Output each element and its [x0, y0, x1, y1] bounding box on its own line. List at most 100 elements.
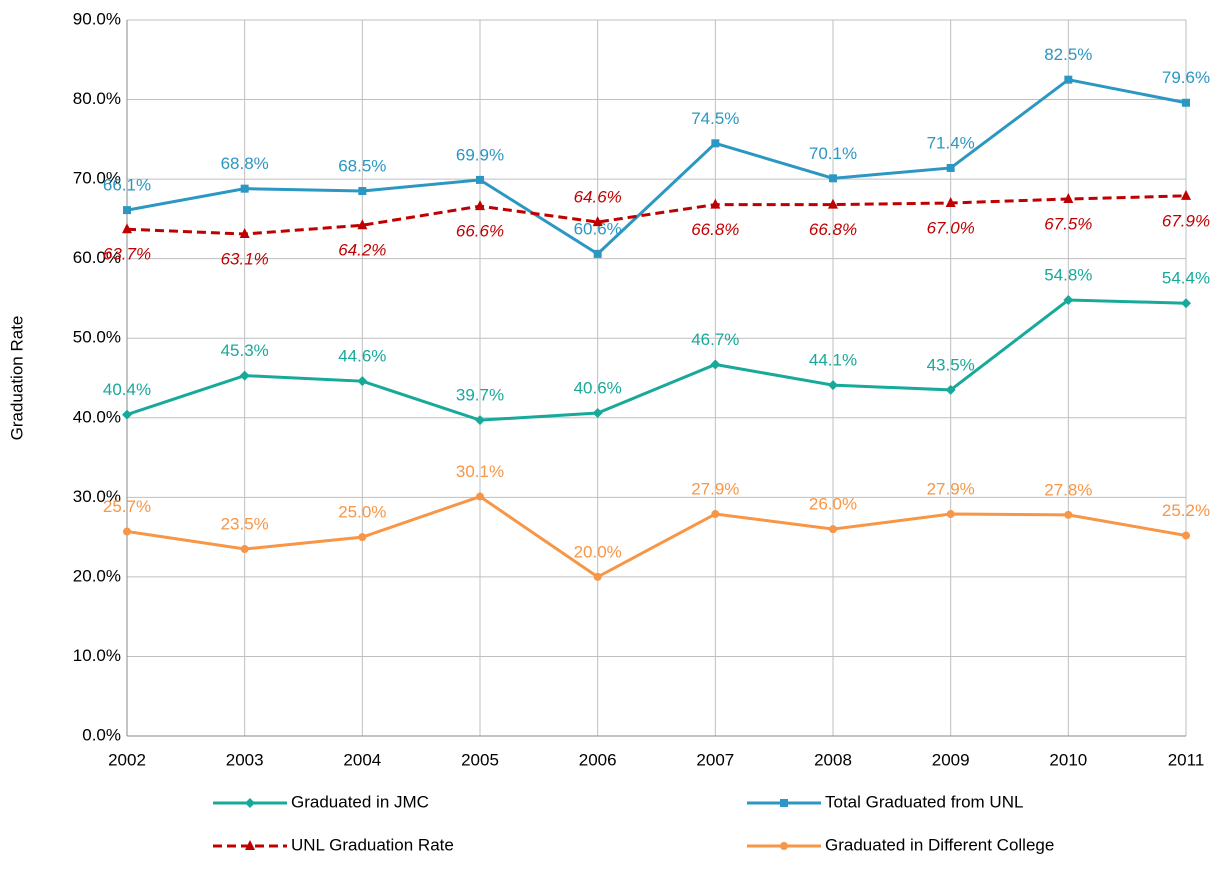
- legend-item: UNL Graduation Rate: [213, 835, 454, 854]
- data-label: 46.7%: [691, 330, 739, 349]
- data-label: 27.9%: [691, 480, 739, 499]
- marker: [945, 196, 956, 207]
- marker: [239, 228, 250, 239]
- data-label: 44.1%: [809, 351, 857, 370]
- data-label: 45.3%: [221, 341, 269, 360]
- x-tick-label: 2010: [1049, 750, 1087, 769]
- data-label: 44.6%: [338, 347, 386, 366]
- marker: [475, 200, 485, 211]
- data-label: 79.6%: [1162, 68, 1210, 87]
- data-label: 68.5%: [338, 157, 386, 176]
- marker: [240, 545, 249, 554]
- data-label: 63.7%: [103, 245, 151, 264]
- marker: [592, 408, 603, 419]
- data-label: 25.7%: [103, 497, 151, 516]
- marker: [476, 175, 484, 184]
- legend-item: Graduated in JMC: [213, 792, 429, 811]
- series-line: [126, 194, 1187, 236]
- marker: [358, 533, 367, 542]
- marker: [710, 198, 721, 209]
- data-label: 63.1%: [221, 249, 269, 268]
- data-label: 66.8%: [691, 220, 739, 239]
- marker: [1182, 98, 1190, 107]
- legend-item: Total Graduated from UNL: [747, 792, 1023, 811]
- x-tick-label: 2009: [932, 750, 970, 769]
- marker: [476, 492, 484, 501]
- marker: [357, 219, 368, 230]
- data-label: 25.0%: [338, 503, 386, 522]
- data-label: 20.0%: [574, 542, 622, 561]
- series-line: [126, 494, 1187, 579]
- marker: [828, 380, 838, 391]
- y-tick-label: 0.0%: [82, 725, 121, 744]
- marker: [946, 163, 955, 172]
- series-line: [126, 298, 1187, 422]
- marker: [710, 359, 721, 370]
- y-tick-label: 70.0%: [73, 169, 121, 188]
- y-tick-label: 50.0%: [73, 328, 121, 347]
- data-label: 40.4%: [103, 380, 151, 399]
- x-tick-label: 2006: [579, 750, 617, 769]
- data-label: 23.5%: [221, 515, 269, 534]
- legend-label: UNL Graduation Rate: [291, 835, 454, 854]
- marker: [1064, 510, 1073, 519]
- y-axis-label: Graduation Rate: [7, 316, 26, 441]
- marker: [123, 206, 131, 215]
- data-label: 27.9%: [927, 480, 975, 499]
- data-label: 64.6%: [574, 188, 622, 207]
- data-label: 27.8%: [1044, 480, 1092, 499]
- marker: [592, 216, 603, 227]
- legend-item: Graduated in Different College: [747, 835, 1054, 854]
- marker: [357, 376, 368, 387]
- marker: [239, 370, 250, 381]
- data-label: 70.1%: [809, 144, 857, 163]
- y-tick-label: 90.0%: [73, 9, 121, 28]
- data-label: 71.4%: [927, 133, 975, 152]
- data-label: 66.6%: [456, 222, 504, 241]
- data-label: 54.8%: [1044, 266, 1092, 285]
- marker: [1063, 193, 1074, 203]
- marker: [711, 510, 720, 519]
- data-label: 64.2%: [338, 241, 386, 260]
- marker: [593, 249, 602, 258]
- marker: [829, 174, 837, 183]
- marker: [1181, 298, 1191, 309]
- series-line: [126, 78, 1187, 256]
- marker: [1182, 531, 1190, 540]
- data-label: 39.7%: [456, 386, 504, 405]
- data-label: 43.5%: [927, 355, 975, 374]
- marker: [122, 223, 132, 234]
- x-tick-label: 2008: [814, 750, 852, 769]
- data-label: 82.5%: [1044, 45, 1092, 64]
- marker: [828, 198, 838, 209]
- marker: [240, 184, 249, 193]
- x-tick-label: 2005: [461, 750, 499, 769]
- marker: [475, 415, 485, 426]
- marker: [780, 842, 788, 850]
- x-tick-label: 2003: [226, 750, 264, 769]
- marker: [245, 798, 255, 808]
- data-label: 40.6%: [574, 378, 622, 397]
- marker: [593, 572, 602, 581]
- y-tick-label: 60.0%: [73, 248, 121, 267]
- y-tick-label: 40.0%: [73, 407, 121, 426]
- marker: [123, 527, 131, 536]
- marker: [945, 384, 956, 395]
- marker: [1064, 75, 1073, 84]
- legend-label: Total Graduated from UNL: [825, 792, 1023, 811]
- marker: [122, 409, 132, 420]
- y-tick-label: 30.0%: [73, 487, 121, 506]
- marker: [1063, 295, 1074, 306]
- data-label: 67.0%: [927, 218, 975, 237]
- marker: [1181, 189, 1191, 200]
- data-label: 69.9%: [456, 145, 504, 164]
- x-tick-label: 2011: [1168, 750, 1205, 769]
- data-label: 60.6%: [574, 219, 622, 238]
- data-label: 26.0%: [809, 495, 857, 514]
- data-label: 54.4%: [1162, 269, 1210, 288]
- marker: [829, 525, 837, 534]
- data-label: 68.8%: [221, 154, 269, 173]
- data-label: 66.1%: [103, 176, 151, 195]
- marker: [711, 139, 720, 148]
